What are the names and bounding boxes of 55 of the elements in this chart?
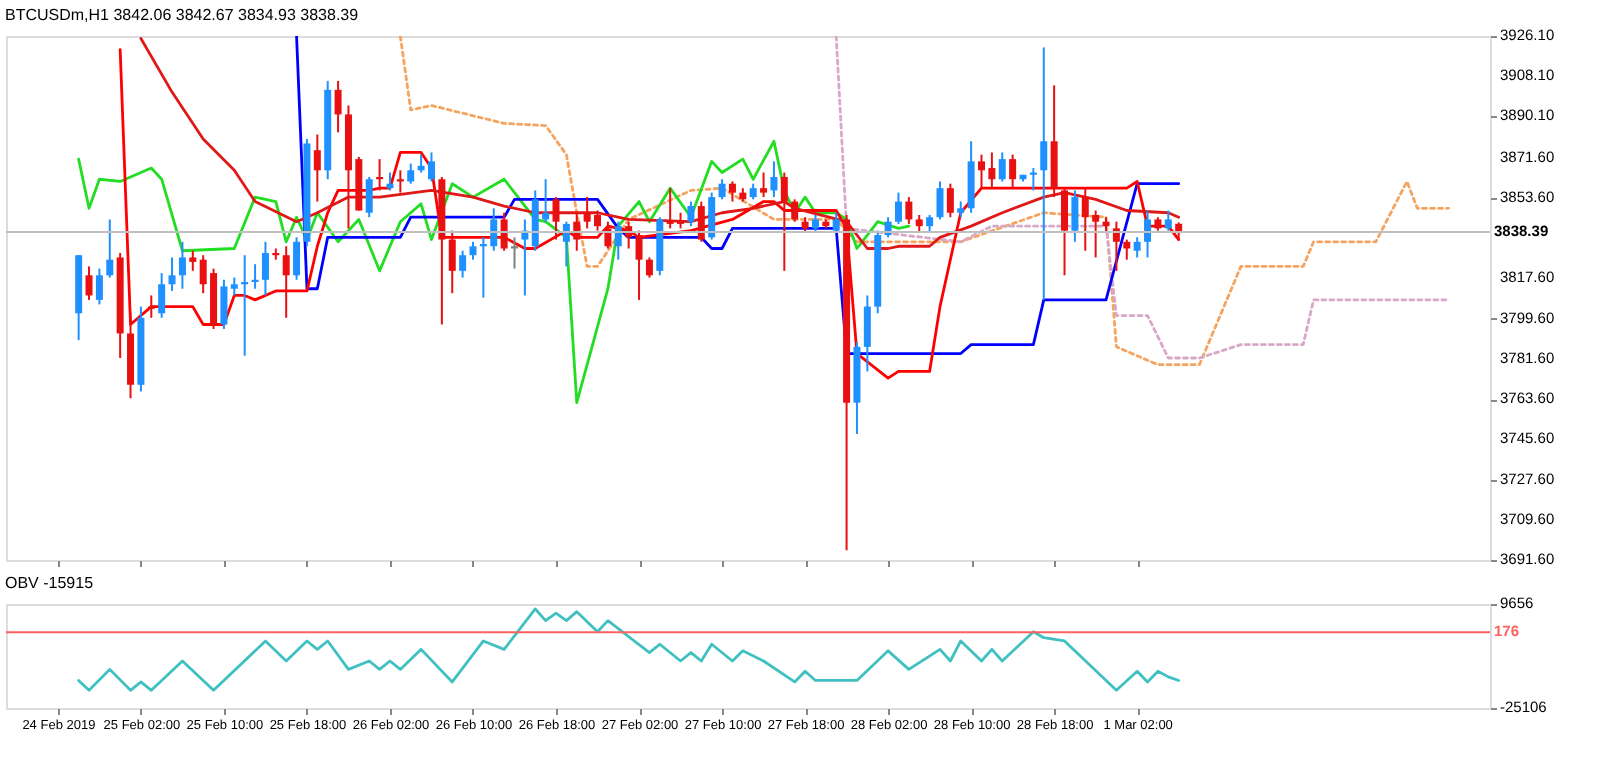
candlestick: [1144, 209, 1152, 259]
chart-title: OBV -15915: [5, 574, 95, 592]
line-series: [834, 36, 1450, 360]
candlestick: [459, 249, 467, 279]
candlestick: [791, 198, 799, 223]
line-series: [398, 36, 1450, 367]
candlestick: [500, 211, 508, 252]
candlestick: [1040, 46, 1048, 301]
candlestick: [261, 240, 269, 297]
candlestick: [106, 218, 114, 279]
candlestick: [760, 171, 768, 199]
candlestick: [178, 240, 186, 290]
line-series: [77, 607, 1181, 692]
candlestick: [894, 191, 902, 225]
candlestick: [1071, 189, 1079, 243]
candlestick: [407, 162, 415, 185]
candlestick: [967, 140, 975, 214]
candlestick: [552, 196, 560, 241]
candlestick: [946, 182, 954, 219]
candlestick: [728, 180, 736, 203]
candlestick: [168, 256, 176, 292]
chart-title: BTCUSDm,H1 3842.06 3842.67 3834.93 3838.39: [5, 6, 360, 24]
candlestick: [1009, 153, 1017, 190]
candlestick: [158, 272, 166, 319]
candlestick: [511, 236, 518, 270]
candlestick: [697, 200, 705, 243]
candlestick: [770, 160, 778, 199]
candlestick: [562, 220, 570, 268]
candlestick: [863, 294, 871, 373]
candlestick: [334, 79, 342, 134]
candlestick: [189, 249, 197, 272]
candlestick: [293, 236, 301, 281]
line-series: [295, 36, 1181, 355]
candlestick: [220, 278, 228, 330]
candlestick: [282, 245, 290, 319]
candlestick: [687, 200, 695, 228]
candlestick: [95, 267, 103, 306]
line-series: [118, 48, 1181, 380]
candlestick: [1164, 209, 1172, 232]
candlestick: [645, 256, 653, 279]
candlestick: [905, 196, 913, 225]
candlestick: [635, 229, 643, 301]
candlestick: [998, 151, 1006, 183]
candlestick: [448, 229, 456, 295]
candlestick: [718, 178, 726, 201]
candlestick: [365, 176, 373, 219]
candlestick: [1123, 238, 1131, 261]
candlestick: [708, 191, 716, 241]
candlestick: [936, 180, 944, 221]
candlestick: [604, 220, 612, 250]
candlestick: [1050, 84, 1058, 199]
candlestick: [85, 265, 93, 301]
line-series: [77, 139, 911, 405]
candlestick: [1133, 236, 1141, 259]
candlestick: [313, 133, 321, 203]
